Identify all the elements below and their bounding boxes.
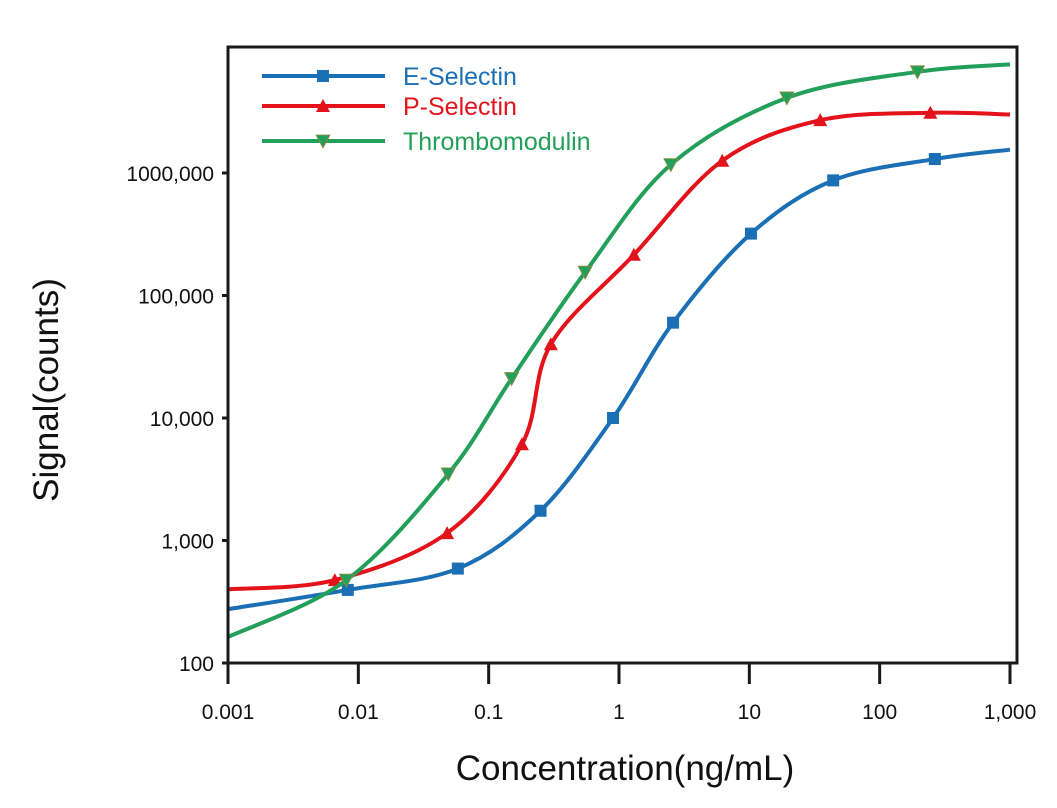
data-point — [715, 153, 730, 167]
y-tick-label: 1,000 — [161, 531, 214, 554]
legend-item: P-Selectin — [262, 93, 517, 121]
data-point — [779, 91, 795, 106]
axes: 0.001 0.01 0.1 1 10 100 1,000 100 1,000 10,000 100… — [126, 45, 1037, 724]
data-point — [338, 573, 355, 588]
series-e-selectin — [227, 147, 1011, 612]
data-point — [667, 316, 680, 329]
x-tick-label: 0.01 — [338, 701, 379, 724]
x-tick-label: 1,000 — [984, 701, 1037, 724]
y-tick-label: 100,000 — [138, 286, 214, 309]
data-point — [543, 337, 558, 351]
legend-label: Thrombomodulin — [403, 128, 591, 156]
data-point — [923, 105, 938, 119]
data-point — [827, 174, 840, 187]
x-tick-label: 100 — [862, 701, 897, 724]
x-axis-title: Concentration(ng/mL) — [456, 749, 795, 788]
data-point — [534, 504, 547, 517]
series-thrombomodulin — [227, 62, 1011, 639]
data-point — [663, 158, 679, 173]
legend-marker — [316, 99, 330, 112]
y-tick-label: 1000,000 — [126, 163, 214, 186]
legend-label: P-Selectin — [403, 93, 517, 121]
series-p-selectin — [227, 105, 1011, 592]
series-line — [227, 147, 1011, 612]
y-axis-title: Signal(counts) — [27, 278, 66, 502]
data-point — [514, 437, 529, 451]
y-tick-label: 10,000 — [150, 408, 214, 431]
data-point — [327, 573, 342, 587]
x-tick-label: 0.001 — [202, 701, 255, 724]
data-point — [503, 372, 520, 387]
data-point — [745, 227, 758, 240]
plot-frame — [226, 45, 1019, 665]
legend-marker — [317, 70, 329, 82]
data-point — [813, 113, 828, 127]
data-point — [626, 247, 641, 261]
x-tick-label: 0.1 — [474, 701, 503, 724]
series-line — [227, 110, 1011, 592]
x-tick-label: 10 — [738, 701, 761, 724]
series-layer — [227, 62, 1011, 639]
y-tick-label: 100 — [179, 653, 214, 676]
data-point — [607, 412, 620, 424]
legend-item: Thrombomodulin — [262, 128, 591, 156]
legend-marker — [315, 134, 331, 149]
legend-item: E-Selectin — [262, 63, 517, 91]
data-point — [440, 526, 455, 540]
legend-label: E-Selectin — [403, 63, 517, 91]
series-line — [227, 62, 1011, 639]
data-point — [928, 153, 941, 166]
data-point — [577, 265, 593, 281]
x-tick-label: 1 — [613, 701, 625, 724]
data-point — [909, 65, 926, 80]
data-point — [451, 562, 464, 575]
data-point — [341, 583, 354, 596]
data-point — [440, 467, 456, 482]
